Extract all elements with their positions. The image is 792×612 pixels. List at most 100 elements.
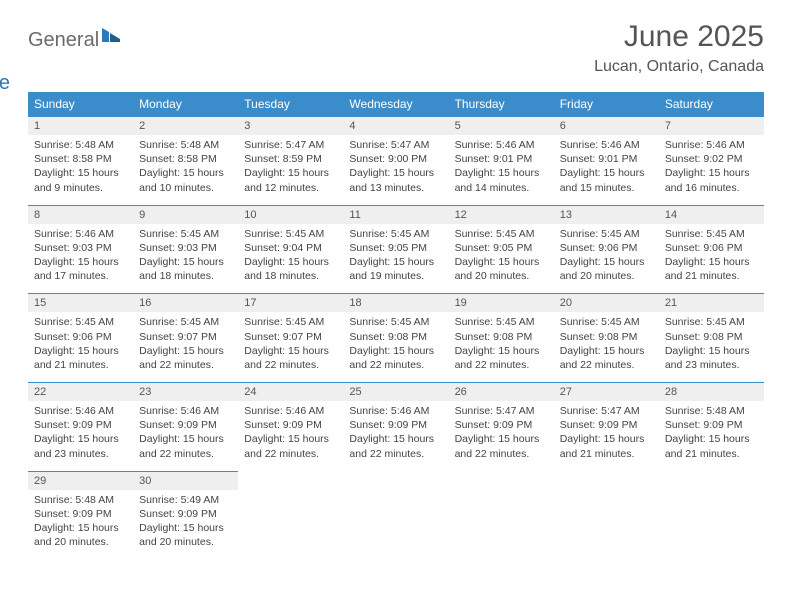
day-detail: Sunrise: 5:45 AM Sunset: 9:08 PM Daylight:… bbox=[659, 312, 764, 382]
sunset-line: Sunset: 9:03 PM bbox=[139, 242, 217, 254]
daylight-line: Daylight: 15 hours and 22 minutes. bbox=[244, 345, 329, 371]
day-detail: Sunrise: 5:47 AMSunset: 8:59 PMDaylight:… bbox=[238, 135, 343, 205]
title-block: June 2025 Lucan, Ontario, Canada bbox=[594, 20, 764, 76]
daylight-line: Daylight: 15 hours and 20 minutes. bbox=[34, 522, 119, 548]
sunset-line: Sunset: 9:06 PM bbox=[34, 331, 112, 343]
day-number-row: 22232425262728 bbox=[28, 383, 764, 402]
sunrise-line: Sunrise: 5:45 AM bbox=[665, 228, 745, 240]
day-number: 9 bbox=[133, 205, 238, 224]
day-detail: Sunrise: 5:46 AMSunset: 9:01 PMDaylight:… bbox=[554, 135, 659, 205]
day-number: 25 bbox=[343, 383, 448, 402]
day-number: 2 bbox=[133, 117, 238, 136]
day-data-row: Sunrise: 5:46 AMSunset: 9:09 PMDaylight:… bbox=[28, 401, 764, 471]
weekday-header: Sunday bbox=[28, 92, 133, 117]
day-number: 12 bbox=[449, 205, 554, 224]
day-detail: Sunrise: 5:45 AMSunset: 9:06 PMDaylight:… bbox=[554, 224, 659, 294]
sunrise-line: Sunrise: 5:45 AM bbox=[665, 316, 745, 328]
day-number: 28 bbox=[659, 383, 764, 402]
daylight-line: Daylight: 15 hours and 9 minutes. bbox=[34, 167, 119, 193]
day-number-row: 1234567 bbox=[28, 117, 764, 136]
sunset-line: Sunset: 9:08 PM bbox=[349, 331, 427, 343]
sunset-line: Sunset: 9:08 PM bbox=[665, 331, 743, 343]
empty-cell bbox=[449, 490, 554, 560]
daylight-line: Daylight: 15 hours and 22 minutes. bbox=[349, 433, 434, 459]
daylight-line: Daylight: 15 hours and 23 minutes. bbox=[34, 433, 119, 459]
day-number: 18 bbox=[343, 294, 448, 313]
weekday-header: Tuesday bbox=[238, 92, 343, 117]
day-detail: Sunrise: 5:46 AMSunset: 9:01 PMDaylight:… bbox=[449, 135, 554, 205]
sunrise-line: Sunrise: 5:45 AM bbox=[560, 228, 640, 240]
day-detail: Sunrise: 5:45 AMSunset: 9:03 PMDaylight:… bbox=[133, 224, 238, 294]
weekday-header: Thursday bbox=[449, 92, 554, 117]
day-detail: Sunrise: 5:49 AMSunset: 9:09 PMDaylight:… bbox=[133, 490, 238, 560]
daylight-line: Daylight: 15 hours and 22 minutes. bbox=[455, 433, 540, 459]
daylight-line: Daylight: 15 hours and 23 minutes. bbox=[665, 345, 750, 371]
day-detail: Sunrise: 5:45 AMSunset: 9:08 PMDaylight:… bbox=[449, 312, 554, 382]
weekday-header: Monday bbox=[133, 92, 238, 117]
empty-cell bbox=[343, 471, 448, 490]
sunrise-line: Sunrise: 5:48 AM bbox=[34, 139, 114, 151]
daylight-line: Daylight: 15 hours and 19 minutes. bbox=[349, 256, 434, 282]
day-detail: Sunrise: 5:46 AMSunset: 9:09 PMDaylight:… bbox=[133, 401, 238, 471]
day-detail: Sunrise: 5:48 AM Sunset: 9:09 PM Daylight:… bbox=[28, 490, 133, 560]
day-number: 24 bbox=[238, 383, 343, 402]
daylight-line: Daylight: 15 hours and 22 minutes. bbox=[349, 345, 434, 371]
daylight-line: Daylight: 15 hours and 13 minutes. bbox=[349, 167, 434, 193]
day-number: 14 bbox=[659, 205, 764, 224]
day-number: 22 bbox=[28, 383, 133, 402]
sunrise-line: Sunrise: 5:48 AM bbox=[665, 405, 745, 417]
day-number: 21 bbox=[659, 294, 764, 313]
day-number: 4 bbox=[343, 117, 448, 136]
sunrise-line: Sunrise: 5:47 AM bbox=[244, 139, 324, 151]
sunrise-line: Sunrise: 5:46 AM bbox=[560, 139, 640, 151]
empty-cell bbox=[238, 471, 343, 490]
sunrise-line: Sunrise: 5:48 AM bbox=[34, 494, 114, 506]
sunrise-line: Sunrise: 5:46 AM bbox=[455, 139, 535, 151]
brand-word-1: General bbox=[28, 29, 99, 51]
day-number: 7 bbox=[659, 117, 764, 136]
day-number: 26 bbox=[449, 383, 554, 402]
day-detail: Sunrise: 5:45 AMSunset: 9:08 PMDaylight:… bbox=[554, 312, 659, 382]
day-detail: Sunrise: 5:45 AMSunset: 9:05 PMDaylight:… bbox=[449, 224, 554, 294]
sunset-line: Sunset: 9:05 PM bbox=[455, 242, 533, 254]
day-detail: Sunrise: 5:46 AMSunset: 9:02 PMDaylight:… bbox=[659, 135, 764, 205]
sunset-line: Sunset: 9:09 PM bbox=[244, 419, 322, 431]
sunrise-line: Sunrise: 5:45 AM bbox=[244, 316, 324, 328]
sunset-line: Sunset: 9:04 PM bbox=[244, 242, 322, 254]
day-detail: Sunrise: 5:45 AMSunset: 9:06 PMDaylight:… bbox=[28, 312, 133, 382]
day-data-row: Sunrise: 5:46 AMSunset: 9:03 PMDaylight:… bbox=[28, 224, 764, 294]
sunset-line: Sunset: 8:58 PM bbox=[34, 153, 112, 165]
daylight-line: Daylight: 15 hours and 21 minutes. bbox=[665, 433, 750, 459]
daylight-line: Daylight: 15 hours and 21 minutes. bbox=[665, 256, 750, 282]
day-number: 13 bbox=[554, 205, 659, 224]
sunrise-line: Sunrise: 5:45 AM bbox=[244, 228, 324, 240]
day-number: 6 bbox=[554, 117, 659, 136]
sunrise-line: Sunrise: 5:45 AM bbox=[455, 316, 535, 328]
day-detail: Sunrise: 5:45 AMSunset: 9:08 PMDaylight:… bbox=[343, 312, 448, 382]
sunset-line: Sunset: 9:09 PM bbox=[349, 419, 427, 431]
day-data-row: Sunrise: 5:48 AM Sunset: 9:09 PM Daylight:… bbox=[28, 490, 764, 560]
sunset-line: Sunset: 9:08 PM bbox=[560, 331, 638, 343]
sunset-line: Sunset: 9:09 PM bbox=[139, 508, 217, 520]
sunset-line: Sunset: 9:02 PM bbox=[665, 153, 743, 165]
empty-cell bbox=[343, 490, 448, 560]
empty-cell bbox=[554, 471, 659, 490]
sunset-line: Sunset: 9:01 PM bbox=[455, 153, 533, 165]
day-number-row: 15161718192021 bbox=[28, 294, 764, 313]
daylight-line: Daylight: 15 hours and 21 minutes. bbox=[560, 433, 645, 459]
daylight-line: Daylight: 15 hours and 22 minutes. bbox=[139, 433, 224, 459]
day-number: 30 bbox=[133, 471, 238, 490]
day-detail: Sunrise: 5:45 AMSunset: 9:06 PMDaylight:… bbox=[659, 224, 764, 294]
sunset-line: Sunset: 9:05 PM bbox=[349, 242, 427, 254]
day-number: 11 bbox=[343, 205, 448, 224]
empty-cell bbox=[238, 490, 343, 560]
day-number: 8 bbox=[28, 205, 133, 224]
day-detail: Sunrise: 5:47 AMSunset: 9:09 PMDaylight:… bbox=[449, 401, 554, 471]
brand-word-2: Blue bbox=[0, 72, 10, 94]
daylight-line: Daylight: 15 hours and 22 minutes. bbox=[455, 345, 540, 371]
sunrise-line: Sunrise: 5:45 AM bbox=[455, 228, 535, 240]
empty-cell bbox=[659, 490, 764, 560]
sunset-line: Sunset: 9:09 PM bbox=[34, 508, 112, 520]
day-number-row: 2930 bbox=[28, 471, 764, 490]
day-detail: Sunrise: 5:46 AMSunset: 9:09 PMDaylight:… bbox=[238, 401, 343, 471]
